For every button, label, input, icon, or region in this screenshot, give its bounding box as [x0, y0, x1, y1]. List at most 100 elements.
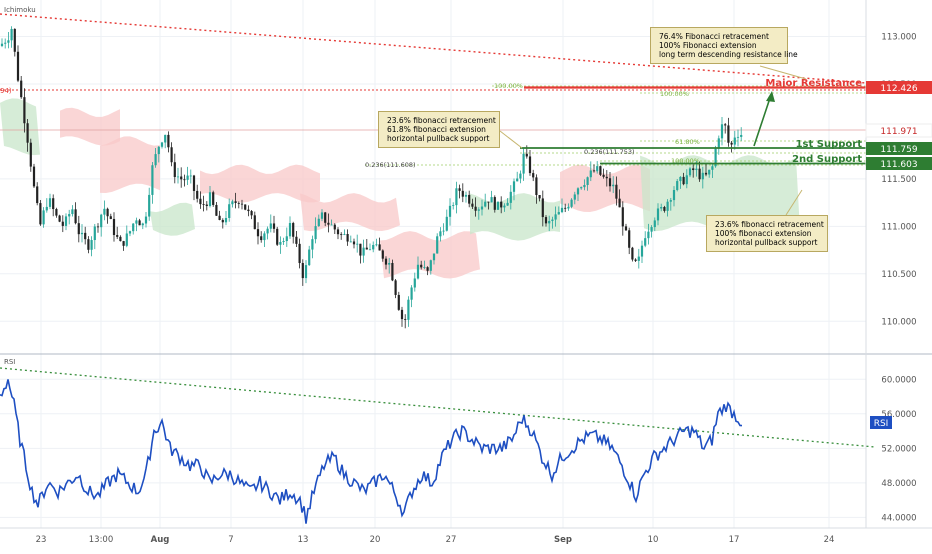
candle-body — [48, 198, 52, 207]
candle-body — [208, 192, 212, 207]
candle-body — [16, 51, 20, 81]
candle-body — [541, 198, 544, 218]
fib-label-d: 0.236(111.753) — [584, 148, 635, 156]
candle-body — [10, 28, 13, 41]
candle-body — [288, 223, 292, 237]
candle-body — [151, 165, 154, 195]
second-support-label: 2nd Support — [792, 154, 862, 165]
candle-body — [528, 156, 532, 174]
candle-body — [263, 233, 266, 241]
candle-body — [240, 203, 244, 205]
candle-body — [202, 204, 205, 205]
candle-body — [253, 215, 256, 230]
candle-body — [493, 197, 496, 210]
time-tick-label: 24 — [824, 535, 835, 545]
candle-body — [352, 241, 356, 245]
candle-body — [720, 124, 724, 139]
time-tick-label: 13:00 — [89, 535, 114, 545]
candle-body — [653, 220, 656, 228]
candle-body — [724, 124, 727, 126]
candle-body — [116, 235, 119, 237]
candle-body — [93, 226, 96, 241]
candle-body — [170, 147, 173, 163]
candle-body — [484, 201, 487, 207]
candle-body — [80, 232, 84, 235]
rsi-trend-line — [0, 367, 876, 448]
time-axis[interactable]: 23 13:00 Aug 7 13 20 27 Sep 10 17 24 — [36, 535, 835, 545]
candle-body — [384, 258, 388, 265]
candle-body — [250, 211, 253, 216]
candle-body — [586, 177, 589, 186]
candle-body — [154, 154, 157, 166]
candle-body — [525, 153, 528, 157]
candle-body — [112, 218, 116, 236]
candle-body — [448, 205, 452, 217]
candle-body — [260, 236, 263, 241]
candle-body — [666, 201, 669, 211]
time-tick-label: 13 — [298, 535, 309, 545]
candle-body — [234, 201, 237, 203]
time-tick-label: Aug — [151, 535, 170, 545]
rsi-tick-label: 52.0000 — [881, 444, 916, 454]
candle-body — [4, 42, 7, 44]
rsi-tick-label: 44.0000 — [881, 513, 916, 523]
rsi-panel-title: RSI — [4, 358, 15, 366]
candle-body — [487, 201, 490, 203]
candle-body — [157, 146, 160, 155]
candle-body — [506, 202, 509, 206]
bullish-arrow — [753, 91, 775, 147]
candle-body — [695, 168, 698, 171]
candle-body — [256, 229, 260, 237]
rsi-tick-label: 48.0000 — [881, 479, 916, 489]
candle-body — [292, 223, 295, 237]
candle-body — [711, 166, 714, 170]
major-resistance-badge: 112.426 — [866, 81, 932, 94]
candle-body — [400, 309, 404, 320]
candle-body — [87, 239, 90, 250]
candle-body — [68, 214, 71, 217]
rsi-axis[interactable]: 60.0000 56.0000 52.0000 48.0000 44.0000 — [881, 375, 916, 523]
svg-text:111.971: 111.971 — [880, 127, 917, 137]
candle-body — [301, 263, 304, 279]
candle-body — [701, 172, 704, 180]
candle-body — [333, 224, 336, 230]
candle-body — [388, 262, 391, 265]
candle-body — [160, 142, 164, 147]
candle-body — [679, 176, 682, 182]
candle-body — [298, 243, 301, 264]
candle-body — [244, 204, 247, 210]
candle-body — [567, 206, 570, 209]
candle-body — [420, 264, 423, 268]
candle-body — [519, 173, 522, 179]
candle-body — [247, 209, 250, 212]
fib-label-c: 61.80% — [675, 138, 700, 146]
candle-body — [237, 202, 240, 204]
candle-body — [564, 207, 567, 209]
second-support-badge: 111.603 — [866, 157, 932, 170]
candle-body — [192, 175, 196, 191]
candle-body — [106, 208, 109, 217]
candle-body — [615, 184, 618, 199]
candle-body — [375, 244, 378, 246]
candle-body — [304, 265, 308, 279]
candle-body — [23, 97, 26, 124]
candle-body — [704, 172, 708, 175]
candle-body — [164, 134, 167, 143]
time-tick-label: 27 — [446, 535, 457, 545]
candle-body — [266, 228, 269, 234]
price-tick-label: 110.500 — [881, 270, 916, 280]
candle-body — [733, 137, 736, 145]
candle-body — [196, 190, 199, 199]
fib-label-b: 100.00% — [660, 90, 689, 98]
candle-body — [148, 194, 151, 217]
candle-body — [215, 204, 218, 216]
candle-body — [727, 125, 730, 143]
candle-body — [608, 178, 612, 187]
candle-body — [429, 260, 432, 271]
time-tick-label: 7 — [228, 535, 233, 545]
candle-body — [61, 221, 64, 226]
candle-body — [573, 194, 576, 200]
candle-body — [730, 142, 733, 145]
candle-body — [183, 179, 186, 181]
